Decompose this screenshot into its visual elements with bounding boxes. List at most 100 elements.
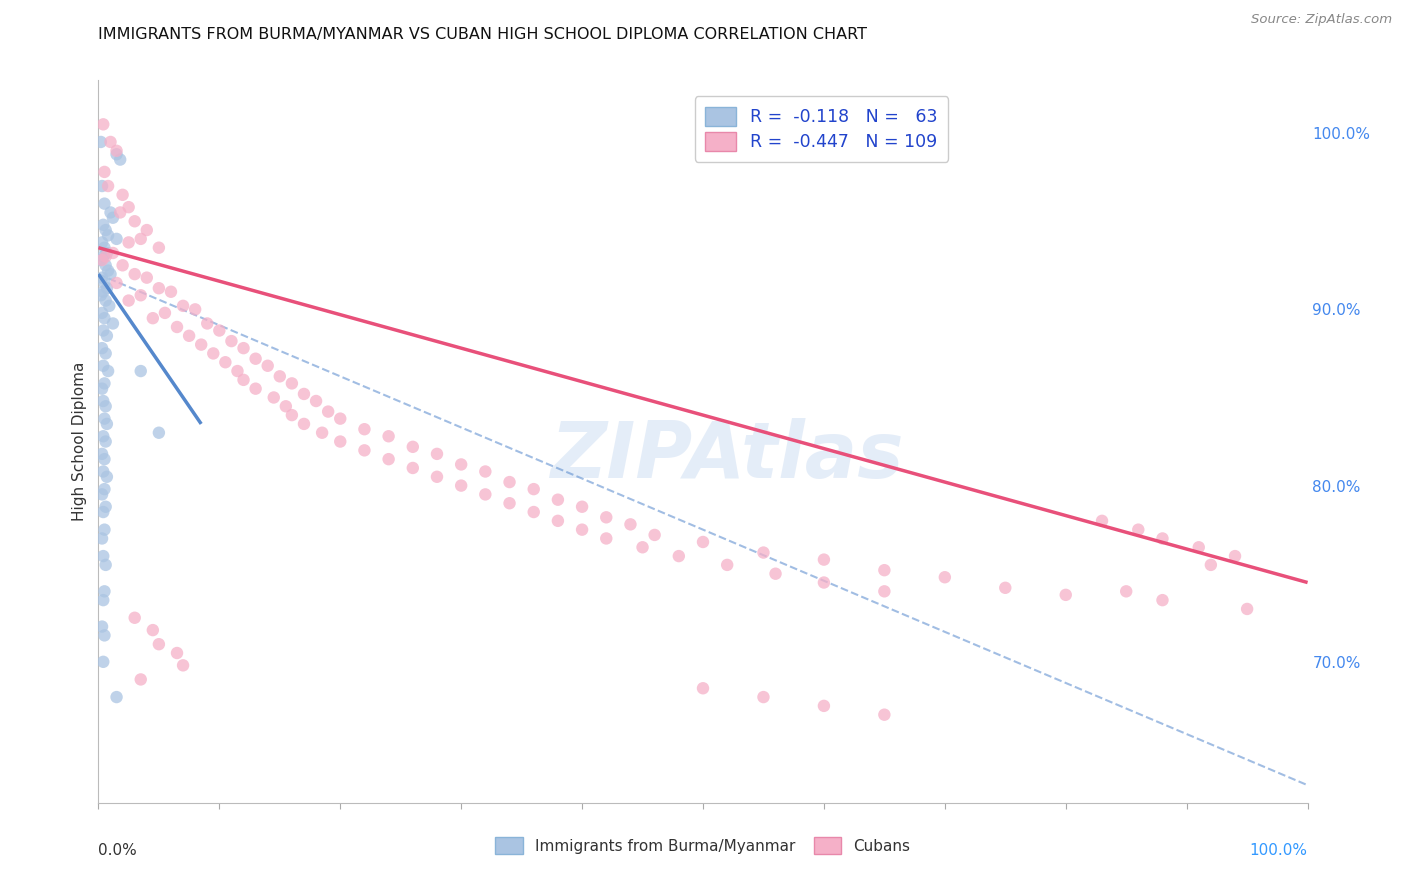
Point bbox=[91, 532, 114, 546]
Point bbox=[305, 394, 328, 409]
Point bbox=[91, 285, 114, 299]
Point bbox=[100, 205, 122, 219]
Point bbox=[184, 302, 207, 317]
Point bbox=[124, 267, 146, 281]
Point bbox=[108, 205, 131, 219]
Point bbox=[142, 311, 165, 326]
Point bbox=[96, 281, 118, 295]
Point bbox=[91, 306, 114, 320]
Point bbox=[135, 270, 157, 285]
Point bbox=[93, 628, 115, 642]
Point bbox=[873, 707, 896, 722]
Point bbox=[631, 541, 654, 555]
Point bbox=[91, 250, 114, 264]
Point bbox=[129, 364, 152, 378]
Text: 100.0%: 100.0% bbox=[1250, 843, 1308, 857]
Point bbox=[1223, 549, 1246, 563]
Text: 0.0%: 0.0% bbox=[98, 843, 138, 857]
Point bbox=[153, 306, 176, 320]
Point bbox=[91, 487, 114, 501]
Point bbox=[91, 429, 114, 443]
Point bbox=[595, 532, 617, 546]
Point bbox=[498, 475, 520, 489]
Point bbox=[91, 447, 114, 461]
Point bbox=[1128, 523, 1150, 537]
Point bbox=[353, 422, 375, 436]
Point bbox=[93, 452, 115, 467]
Point bbox=[96, 328, 118, 343]
Point bbox=[377, 429, 399, 443]
Point bbox=[1236, 602, 1258, 616]
Legend: Immigrants from Burma/Myanmar, Cubans: Immigrants from Burma/Myanmar, Cubans bbox=[489, 831, 917, 860]
Point bbox=[329, 434, 352, 449]
Point bbox=[547, 492, 569, 507]
Point bbox=[765, 566, 787, 581]
Point bbox=[91, 382, 114, 396]
Point bbox=[571, 523, 593, 537]
Point bbox=[96, 417, 118, 431]
Point bbox=[129, 232, 152, 246]
Point bbox=[94, 293, 117, 308]
Point bbox=[94, 434, 117, 449]
Point bbox=[100, 135, 122, 149]
Point bbox=[91, 117, 114, 131]
Point bbox=[571, 500, 593, 514]
Point bbox=[752, 545, 775, 559]
Point bbox=[172, 299, 194, 313]
Point bbox=[716, 558, 738, 572]
Point bbox=[256, 359, 278, 373]
Point bbox=[166, 320, 188, 334]
Point bbox=[93, 196, 115, 211]
Point bbox=[91, 505, 114, 519]
Point bbox=[129, 673, 152, 687]
Point bbox=[142, 623, 165, 637]
Point bbox=[547, 514, 569, 528]
Text: IMMIGRANTS FROM BURMA/MYANMAR VS CUBAN HIGH SCHOOL DIPLOMA CORRELATION CHART: IMMIGRANTS FROM BURMA/MYANMAR VS CUBAN H… bbox=[98, 27, 868, 42]
Point bbox=[91, 179, 114, 194]
Point bbox=[94, 558, 117, 572]
Point bbox=[269, 369, 291, 384]
Point bbox=[692, 535, 714, 549]
Point bbox=[1188, 541, 1211, 555]
Point bbox=[93, 411, 115, 425]
Point bbox=[813, 575, 835, 590]
Point bbox=[118, 293, 141, 308]
Point bbox=[93, 523, 115, 537]
Point bbox=[873, 563, 896, 577]
Point bbox=[111, 187, 134, 202]
Point bbox=[245, 351, 267, 366]
Point bbox=[100, 267, 122, 281]
Point bbox=[105, 144, 128, 158]
Point bbox=[1152, 593, 1174, 607]
Point bbox=[1091, 514, 1114, 528]
Point bbox=[1054, 588, 1077, 602]
Point bbox=[595, 510, 617, 524]
Point bbox=[644, 528, 666, 542]
Point bbox=[91, 593, 114, 607]
Point bbox=[353, 443, 375, 458]
Point bbox=[96, 246, 118, 260]
Point bbox=[97, 364, 120, 378]
Point bbox=[118, 200, 141, 214]
Point bbox=[813, 552, 835, 566]
Point bbox=[1115, 584, 1137, 599]
Point bbox=[426, 470, 449, 484]
Point bbox=[94, 250, 117, 264]
Point bbox=[668, 549, 690, 563]
Point bbox=[160, 285, 183, 299]
Point bbox=[97, 228, 120, 243]
Point bbox=[91, 549, 114, 563]
Point bbox=[91, 341, 114, 355]
Point bbox=[450, 478, 472, 492]
Point bbox=[97, 179, 120, 194]
Point bbox=[426, 447, 449, 461]
Point bbox=[94, 399, 117, 413]
Point bbox=[101, 246, 124, 260]
Point bbox=[214, 355, 236, 369]
Point bbox=[402, 440, 425, 454]
Point bbox=[93, 584, 115, 599]
Point bbox=[91, 235, 114, 250]
Point bbox=[692, 681, 714, 696]
Point bbox=[105, 147, 128, 161]
Point bbox=[105, 232, 128, 246]
